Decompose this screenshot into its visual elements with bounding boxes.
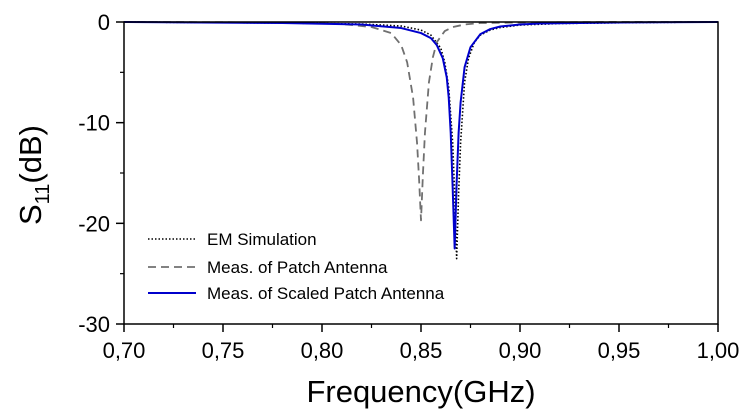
x-tick-label: 0,80 (301, 338, 344, 363)
x-tick-label: 0,95 (598, 338, 641, 363)
series-layer (123, 21, 719, 260)
plot-frame (123, 21, 719, 325)
x-tick-label: 0,85 (400, 338, 443, 363)
y-axis-title-subscript: 11 (32, 184, 54, 205)
legend-label-scaled-patch-antenna: Meas. of Scaled Patch Antenna (207, 284, 445, 303)
y-tick-label: -10 (78, 111, 110, 136)
series-line-1 (123, 21, 718, 222)
series-line-0 (123, 21, 719, 260)
ticks-layer: 0,70 0,75 0,80 0,85 0,90 0,95 1,00 0 -10 -20 -30 (78, 10, 739, 363)
y-tick-label: -30 (78, 312, 110, 337)
y-tick-label: -20 (78, 211, 110, 236)
legend-label-em-simulation: EM Simulation (207, 230, 317, 249)
y-tick-label: 0 (98, 10, 110, 35)
y-axis-title: S11(dB) (13, 125, 54, 225)
x-axis-title: Frequency(GHz) (306, 374, 535, 409)
y-axis-title-main: S (13, 204, 48, 225)
legend: EM Simulation Meas. of Patch Antenna Mea… (148, 230, 445, 303)
x-tick-label: 0,70 (103, 338, 146, 363)
series-line-2 (123, 21, 719, 250)
y-axis-title-unit: (dB) (13, 125, 48, 184)
x-tick-label: 1,00 (697, 338, 740, 363)
x-tick-label: 0,75 (202, 338, 245, 363)
x-tick-label: 0,90 (499, 338, 542, 363)
legend-label-patch-antenna: Meas. of Patch Antenna (207, 258, 388, 277)
